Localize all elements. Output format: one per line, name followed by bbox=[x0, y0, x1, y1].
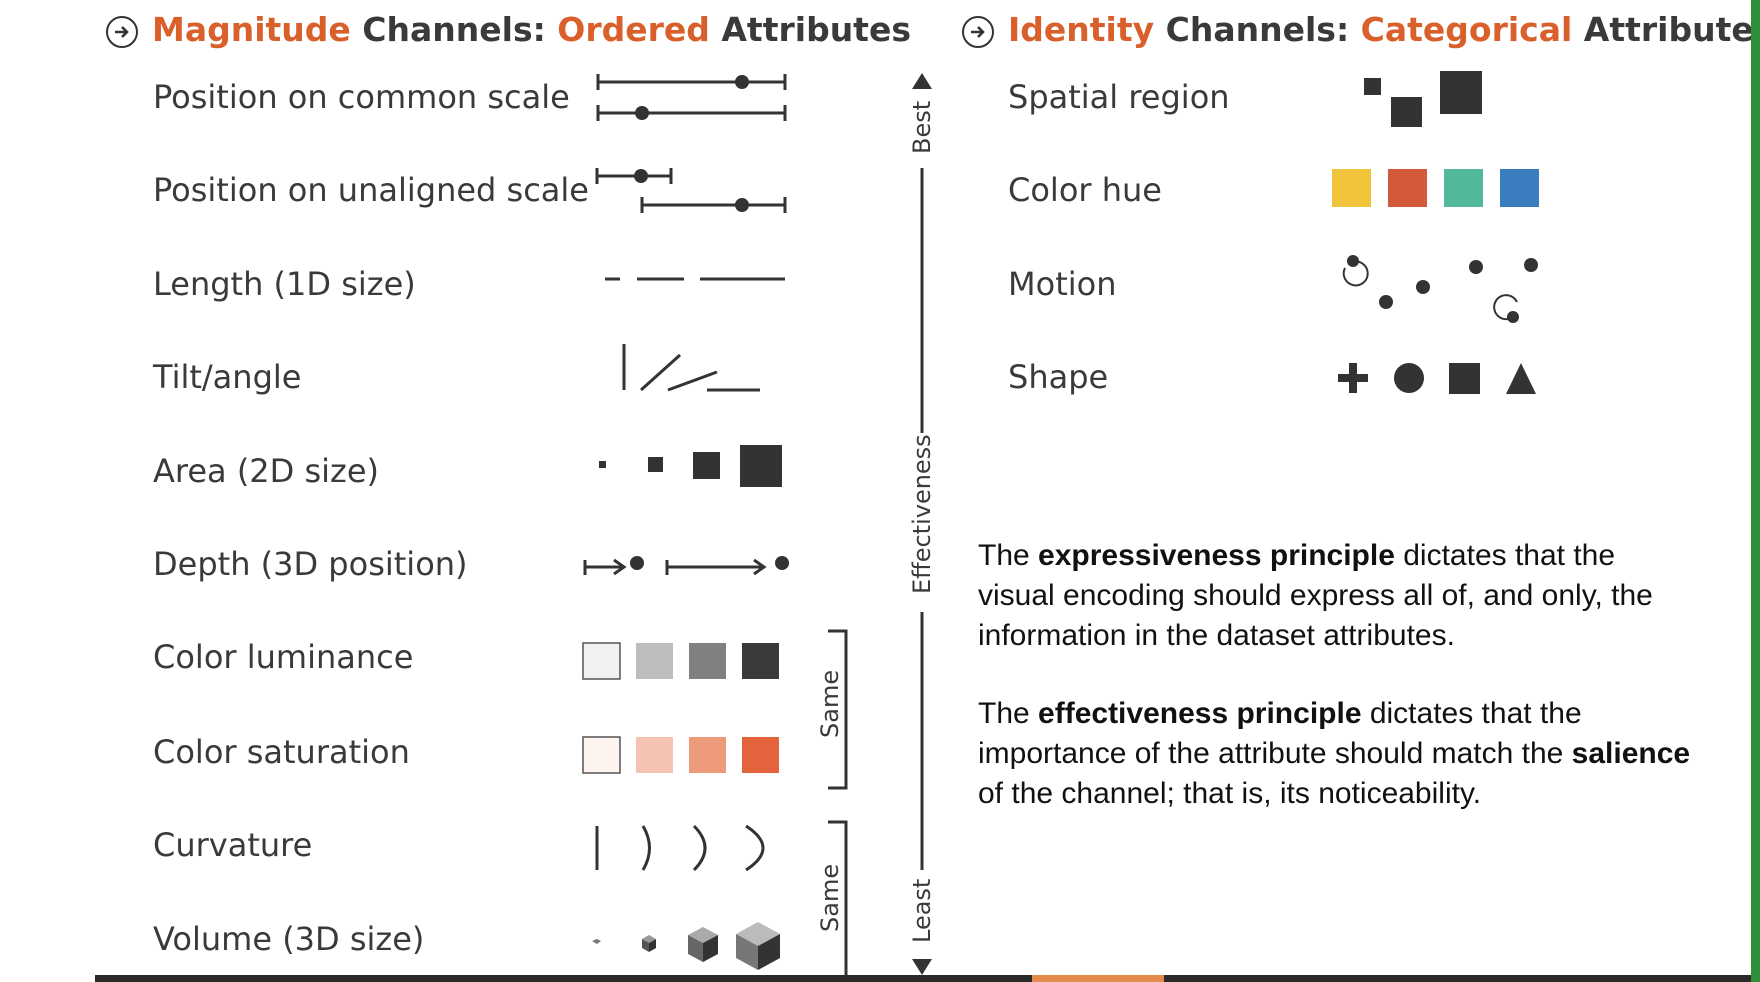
identity-heading: Identity Channels: Categorical Attribute… bbox=[1008, 10, 1760, 49]
channel-label-spatial-region: Spatial region bbox=[1008, 78, 1230, 116]
axis-label-least: Least bbox=[908, 878, 936, 943]
expressiveness-term: expressiveness principle bbox=[1038, 539, 1395, 572]
channel-label-area: Area (2D size) bbox=[153, 452, 379, 490]
shape-glyph bbox=[1338, 363, 1536, 394]
effectiveness-term: effectiveness principle bbox=[1038, 697, 1362, 730]
heading-attributes-word: Attributes bbox=[1572, 10, 1760, 49]
channel-label-luminance: Color luminance bbox=[153, 638, 414, 676]
arrow-right-circle-icon bbox=[962, 16, 994, 48]
channel-label-motion: Motion bbox=[1008, 265, 1117, 303]
channel-label-saturation: Color saturation bbox=[153, 733, 410, 771]
heading-identity-word: Identity bbox=[1008, 10, 1155, 49]
heading-categorical-word: Categorical bbox=[1360, 10, 1573, 49]
heading-channels-word: Channels: bbox=[350, 10, 558, 49]
magnitude-heading: Magnitude Channels: Ordered Attributes bbox=[152, 10, 911, 49]
motion-glyph bbox=[1342, 255, 1538, 323]
area-glyph bbox=[599, 445, 782, 487]
same-bracket-curvature-volume bbox=[828, 820, 848, 978]
slide-frame bbox=[95, 0, 1760, 982]
axis-label-best: Best bbox=[908, 100, 936, 154]
tilt-glyph bbox=[622, 344, 760, 392]
volume-glyph bbox=[592, 922, 780, 970]
position-unaligned-glyph bbox=[595, 168, 787, 213]
luminance-glyph bbox=[582, 642, 779, 680]
channel-label-color-hue: Color hue bbox=[1008, 171, 1162, 209]
heading-magnitude-word: Magnitude bbox=[152, 10, 351, 49]
effectiveness-paragraph: The effectiveness principle dictates tha… bbox=[978, 694, 1698, 814]
position-common-glyph bbox=[596, 74, 787, 121]
spatial-region-glyph bbox=[1364, 71, 1482, 127]
para2-text-e: of the channel; that is, its noticeabili… bbox=[978, 777, 1482, 810]
color-hue-glyph bbox=[1332, 169, 1539, 207]
channel-label-depth: Depth (3D position) bbox=[153, 545, 468, 583]
para2-text-a: The bbox=[978, 697, 1039, 730]
channel-label-position-unaligned: Position on unaligned scale bbox=[153, 171, 589, 209]
expressiveness-paragraph: The expressiveness principle dictates th… bbox=[978, 536, 1698, 656]
same-label-color: Same bbox=[816, 669, 844, 738]
salience-term: salience bbox=[1571, 737, 1691, 770]
para1-text-c: dictates that the visual encoding should… bbox=[978, 539, 1653, 652]
arrow-right-circle-icon bbox=[106, 16, 138, 48]
axis-label-effectiveness: Effectiveness bbox=[908, 434, 936, 594]
heading-ordered-word: Ordered bbox=[557, 10, 710, 49]
depth-glyph bbox=[583, 556, 789, 576]
curvature-glyph bbox=[595, 824, 765, 872]
effectiveness-axis bbox=[912, 73, 932, 975]
heading-channels-word: Channels: bbox=[1154, 10, 1361, 49]
heading-attributes-word: Attributes bbox=[709, 10, 911, 49]
channel-label-volume: Volume (3D size) bbox=[153, 920, 425, 958]
para2-text-c: dictates that the importance of the attr… bbox=[978, 697, 1582, 770]
channel-label-length: Length (1D size) bbox=[153, 265, 416, 303]
para1-text-a: The bbox=[978, 539, 1039, 572]
saturation-glyph bbox=[582, 736, 779, 774]
same-label-shape-size: Same bbox=[816, 863, 844, 932]
channel-label-tilt: Tilt/angle bbox=[153, 358, 302, 396]
channel-label-curvature: Curvature bbox=[153, 826, 313, 864]
channel-label-shape: Shape bbox=[1008, 358, 1109, 396]
same-bracket-luminance-saturation bbox=[828, 629, 848, 790]
channel-label-position-common: Position on common scale bbox=[153, 78, 570, 116]
